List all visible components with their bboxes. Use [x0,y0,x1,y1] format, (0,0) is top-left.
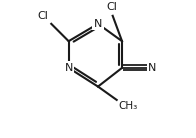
Text: N: N [94,19,102,29]
Text: N: N [64,63,73,73]
Text: Cl: Cl [38,11,49,21]
Text: CH₃: CH₃ [118,101,137,111]
Text: Cl: Cl [106,2,117,12]
Text: N: N [148,63,156,73]
